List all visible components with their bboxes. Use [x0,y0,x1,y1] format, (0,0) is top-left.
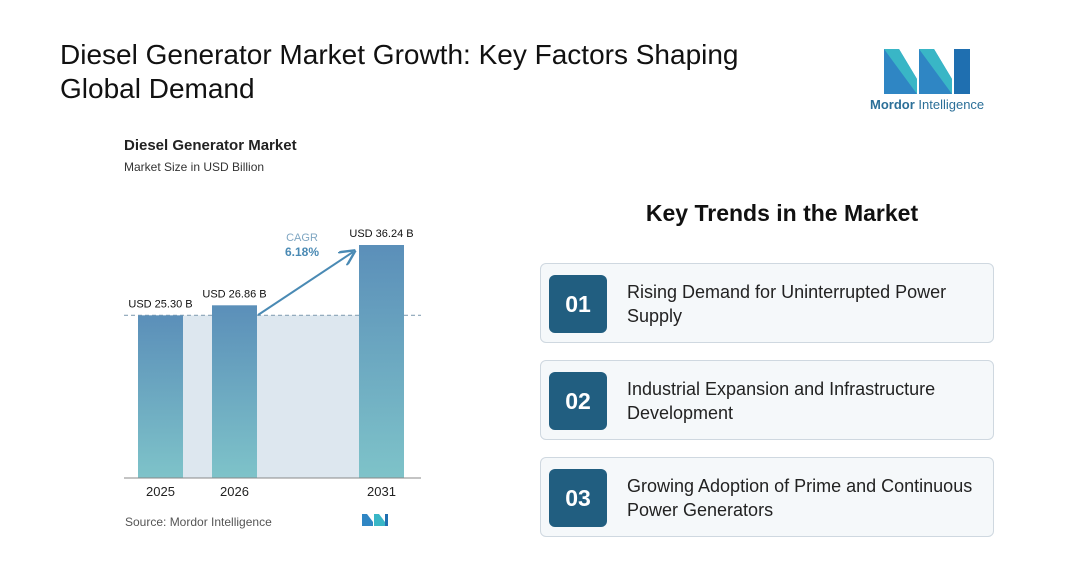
chart-subtitle: Market Size in USD Billion [124,160,265,174]
trend-text: Growing Adoption of Prime and Continuous… [627,476,973,520]
x-tick-label-2031: 2031 [367,484,396,499]
mordor-small-logo-icon [362,514,388,526]
trends-title: Key Trends in the Market [645,200,919,226]
data-label-2026: USD 26.86 B [202,288,266,300]
cagr-value: 6.18% [285,245,319,259]
trend-text: Rising Demand for Uninterrupted Power Su… [627,282,947,326]
bar-2026 [212,305,257,478]
cagr-arrow [257,252,353,316]
reference-band [183,315,359,478]
mordor-logo-icon [884,49,970,94]
cagr-label: CAGR [286,232,318,244]
trend-number-badge: 02 [549,372,607,430]
data-label-2031: USD 36.24 B [349,228,413,240]
logo-text: Mordor Intelligence [870,97,985,112]
trend-number-badge: 03 [549,469,607,527]
trend-card-2: 02 Industrial Expansion and Infrastructu… [540,360,994,440]
bar-2031 [359,245,404,478]
trend-card-1: 01 Rising Demand for Uninterrupted Power… [540,263,994,343]
x-tick-label-2026: 2026 [220,484,249,499]
x-tick-label-2025: 2025 [146,484,175,499]
chart-title: Diesel Generator Market [124,137,297,154]
data-label-2025: USD 25.30 B [128,298,192,310]
trend-card-3: 03 Growing Adoption of Prime and Continu… [540,457,994,537]
bar-2025 [138,315,183,478]
trend-number-badge: 01 [549,275,607,333]
page-title: Diesel Generator Market Growth: Key Fact… [60,39,739,104]
trend-text: Industrial Expansion and Infrastructure … [627,379,936,423]
source-text: Source: Mordor Intelligence [125,515,272,529]
